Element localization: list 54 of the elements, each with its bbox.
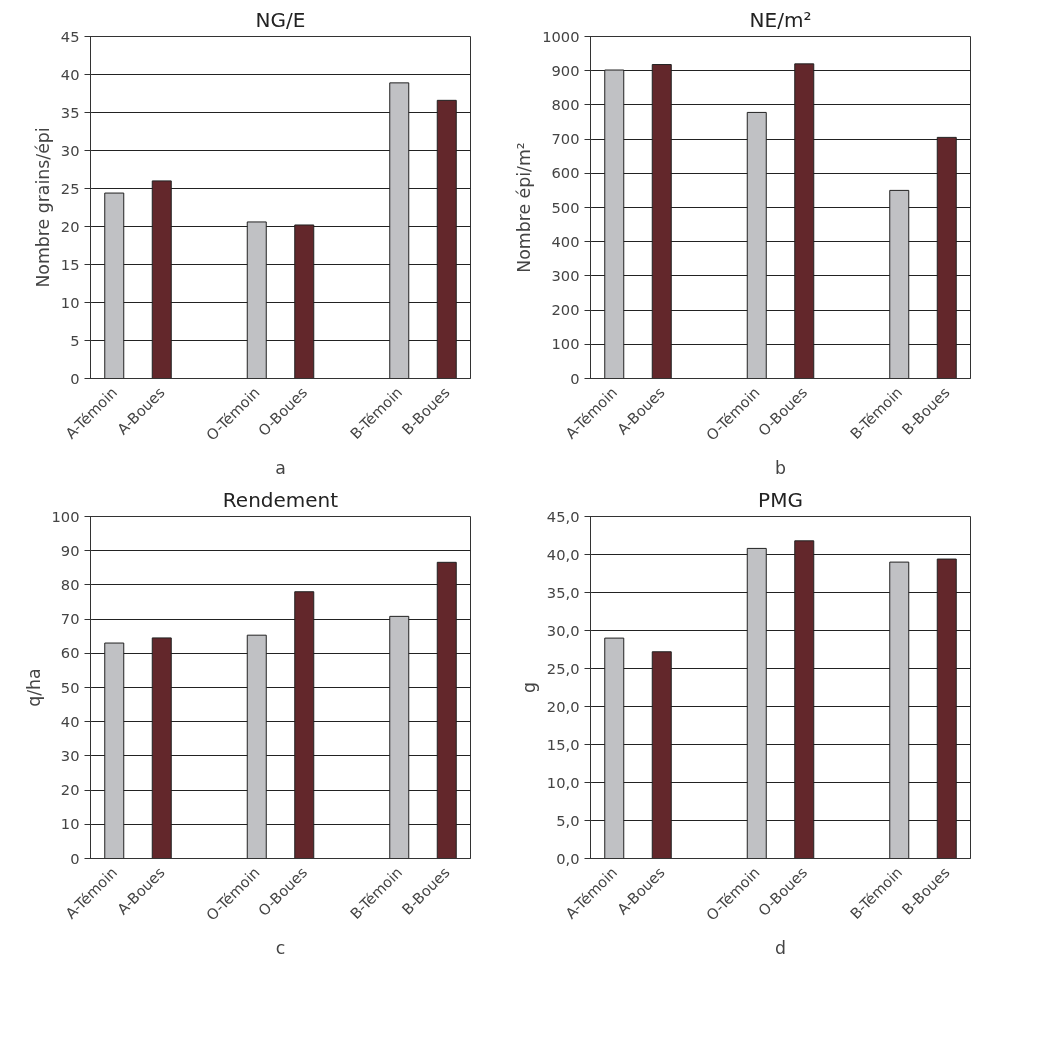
y-axis-title: Nombre grains/épi: [32, 127, 53, 288]
y-tick-label: 600: [551, 164, 580, 182]
y-tick-label: 200: [551, 301, 580, 319]
y-tick-label: 0: [70, 369, 80, 387]
x-axis-title: c: [275, 937, 286, 958]
y-tick-label: 100: [551, 335, 580, 353]
y-tick-label: 40,0: [546, 545, 580, 563]
chart-title: PMG: [758, 487, 803, 512]
y-tick-label: 20: [60, 217, 80, 235]
y-axis-title: q/ha: [23, 668, 44, 707]
y-tick-label: 80: [60, 575, 80, 593]
y-tick-label: 15: [60, 255, 80, 273]
y-tick-label: 40: [60, 712, 80, 730]
y-tick-label: 0: [70, 849, 80, 867]
chart-title: Rendement: [222, 487, 339, 512]
y-tick-label: 40: [60, 65, 80, 83]
y-tick-label: 5,0: [556, 811, 580, 829]
y-tick-label: 90: [60, 541, 80, 559]
y-tick-label: 20: [60, 781, 80, 799]
y-tick-label: 500: [551, 198, 580, 216]
y-tick-label: 400: [551, 232, 580, 250]
y-tick-label: 25,0: [546, 659, 580, 677]
y-tick-label: 35: [60, 103, 80, 121]
y-axis-title: Nombre épi/m²: [514, 142, 535, 273]
y-tick-label: 0,0: [556, 849, 580, 867]
y-tick-label: 1000: [542, 27, 580, 45]
x-axis-title: d: [775, 937, 786, 958]
y-tick-label: 5: [70, 331, 80, 349]
y-tick-label: 70: [60, 610, 80, 628]
y-tick-label: 10,0: [546, 773, 580, 791]
chart-title: NG/E: [255, 7, 306, 32]
y-axis-title: g: [518, 682, 539, 693]
y-tick-label: 50: [60, 678, 80, 696]
x-axis-title: b: [775, 457, 786, 478]
y-tick-label: 300: [551, 266, 580, 284]
y-tick-label: 15,0: [546, 735, 580, 753]
y-tick-label: 100: [51, 507, 80, 525]
chart-title: NE/m²: [749, 7, 812, 32]
y-tick-label: 800: [551, 95, 580, 113]
y-tick-label: 0: [570, 369, 580, 387]
y-tick-label: 20,0: [546, 697, 580, 715]
y-tick-label: 30: [60, 141, 80, 159]
x-axis-title: a: [275, 457, 286, 478]
y-tick-label: 60: [60, 644, 80, 662]
y-tick-label: 30,0: [546, 621, 580, 639]
y-tick-label: 45,0: [546, 507, 580, 525]
y-tick-label: 900: [551, 61, 580, 79]
y-tick-label: 10: [60, 815, 80, 833]
y-tick-label: 10: [60, 293, 80, 311]
y-tick-label: 25: [60, 179, 80, 197]
y-tick-label: 30: [60, 746, 80, 764]
y-tick-label: 45: [60, 27, 80, 45]
y-tick-label: 35,0: [546, 583, 580, 601]
y-tick-label: 700: [551, 130, 580, 148]
